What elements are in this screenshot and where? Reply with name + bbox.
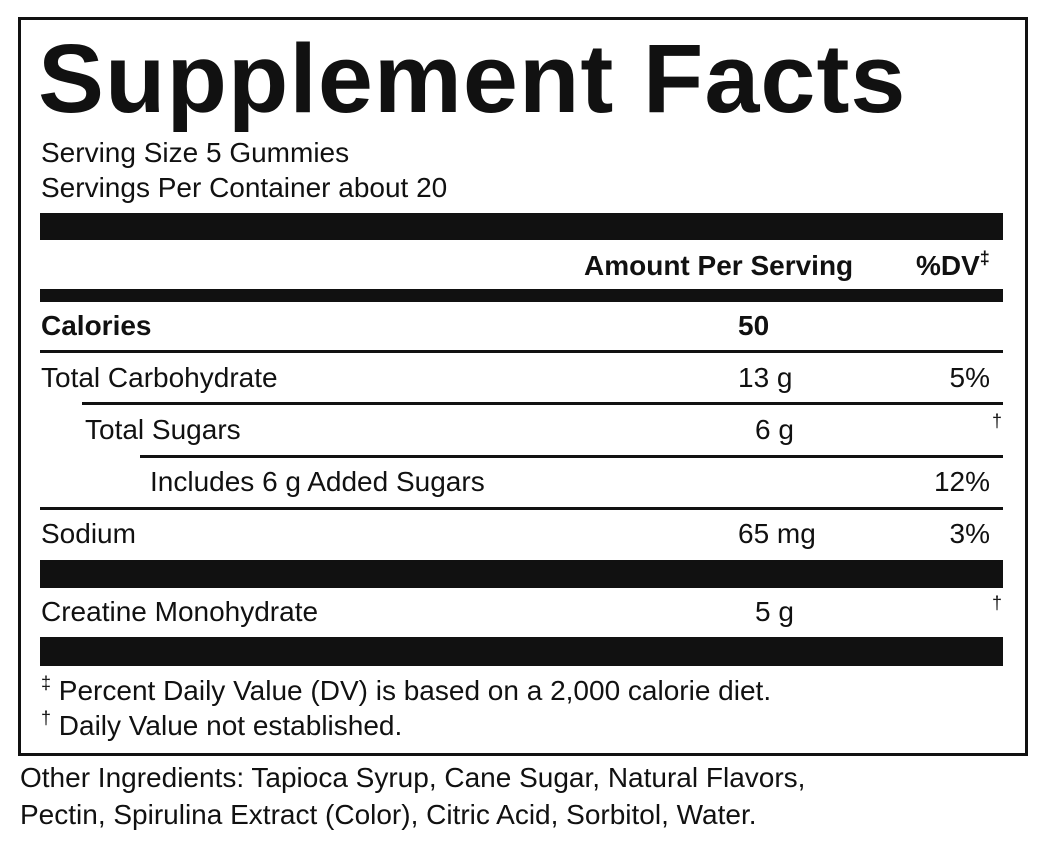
row-name: Calories bbox=[41, 310, 152, 341]
footnote-text: Percent Daily Value (DV) is based on a 2… bbox=[58, 675, 772, 706]
thick-bar bbox=[40, 213, 1003, 240]
row-name: Total Carbohydrate bbox=[41, 362, 278, 393]
header-dv-text: %DV bbox=[916, 250, 980, 281]
row-amount: 13 g bbox=[738, 362, 793, 393]
row-rule bbox=[40, 350, 1003, 353]
row-dv: 3% bbox=[949, 518, 990, 549]
row-rule bbox=[140, 455, 1003, 458]
row-amount: 50 bbox=[738, 310, 770, 341]
row-amount: 6 g bbox=[755, 414, 794, 445]
row-amount: 5 g bbox=[755, 596, 794, 627]
row-rule bbox=[40, 507, 1003, 510]
medium-bar bbox=[40, 289, 1003, 302]
footnote-mark: † bbox=[41, 708, 52, 728]
row-dv: † bbox=[991, 593, 1002, 613]
row-amount: 65 mg bbox=[738, 518, 816, 549]
row-name: Includes 6 g Added Sugars bbox=[150, 466, 485, 497]
other-ingredients: Pectin, Spirulina Extract (Color), Citri… bbox=[20, 799, 757, 830]
serving-size: Serving Size 5 Gummies bbox=[41, 137, 350, 168]
footnote: † Daily Value not established. bbox=[41, 709, 403, 741]
footnote-text: Daily Value not established. bbox=[58, 710, 403, 741]
row-name: Sodium bbox=[41, 518, 136, 549]
row-dv: † bbox=[991, 411, 1002, 431]
footnote-mark: ‡ bbox=[41, 673, 52, 693]
row-name: Total Sugars bbox=[85, 414, 241, 445]
header-dv: %DV‡ bbox=[916, 249, 990, 281]
header-dv-mark: ‡ bbox=[979, 248, 990, 268]
label-frame bbox=[18, 17, 1028, 756]
footnote: ‡ Percent Daily Value (DV) is based on a… bbox=[41, 674, 772, 706]
thick-bar bbox=[40, 560, 1003, 588]
row-name: Creatine Monohydrate bbox=[41, 596, 319, 627]
thick-bar bbox=[40, 637, 1003, 666]
other-ingredients: Other Ingredients: Tapioca Syrup, Cane S… bbox=[20, 762, 806, 793]
header-amount: Amount Per Serving bbox=[584, 250, 854, 281]
row-dv: 12% bbox=[933, 466, 990, 497]
row-rule bbox=[82, 402, 1003, 405]
row-dv: 5% bbox=[949, 362, 990, 393]
title: Supplement Facts bbox=[38, 24, 907, 133]
servings-per-container: Servings Per Container about 20 bbox=[41, 172, 448, 203]
